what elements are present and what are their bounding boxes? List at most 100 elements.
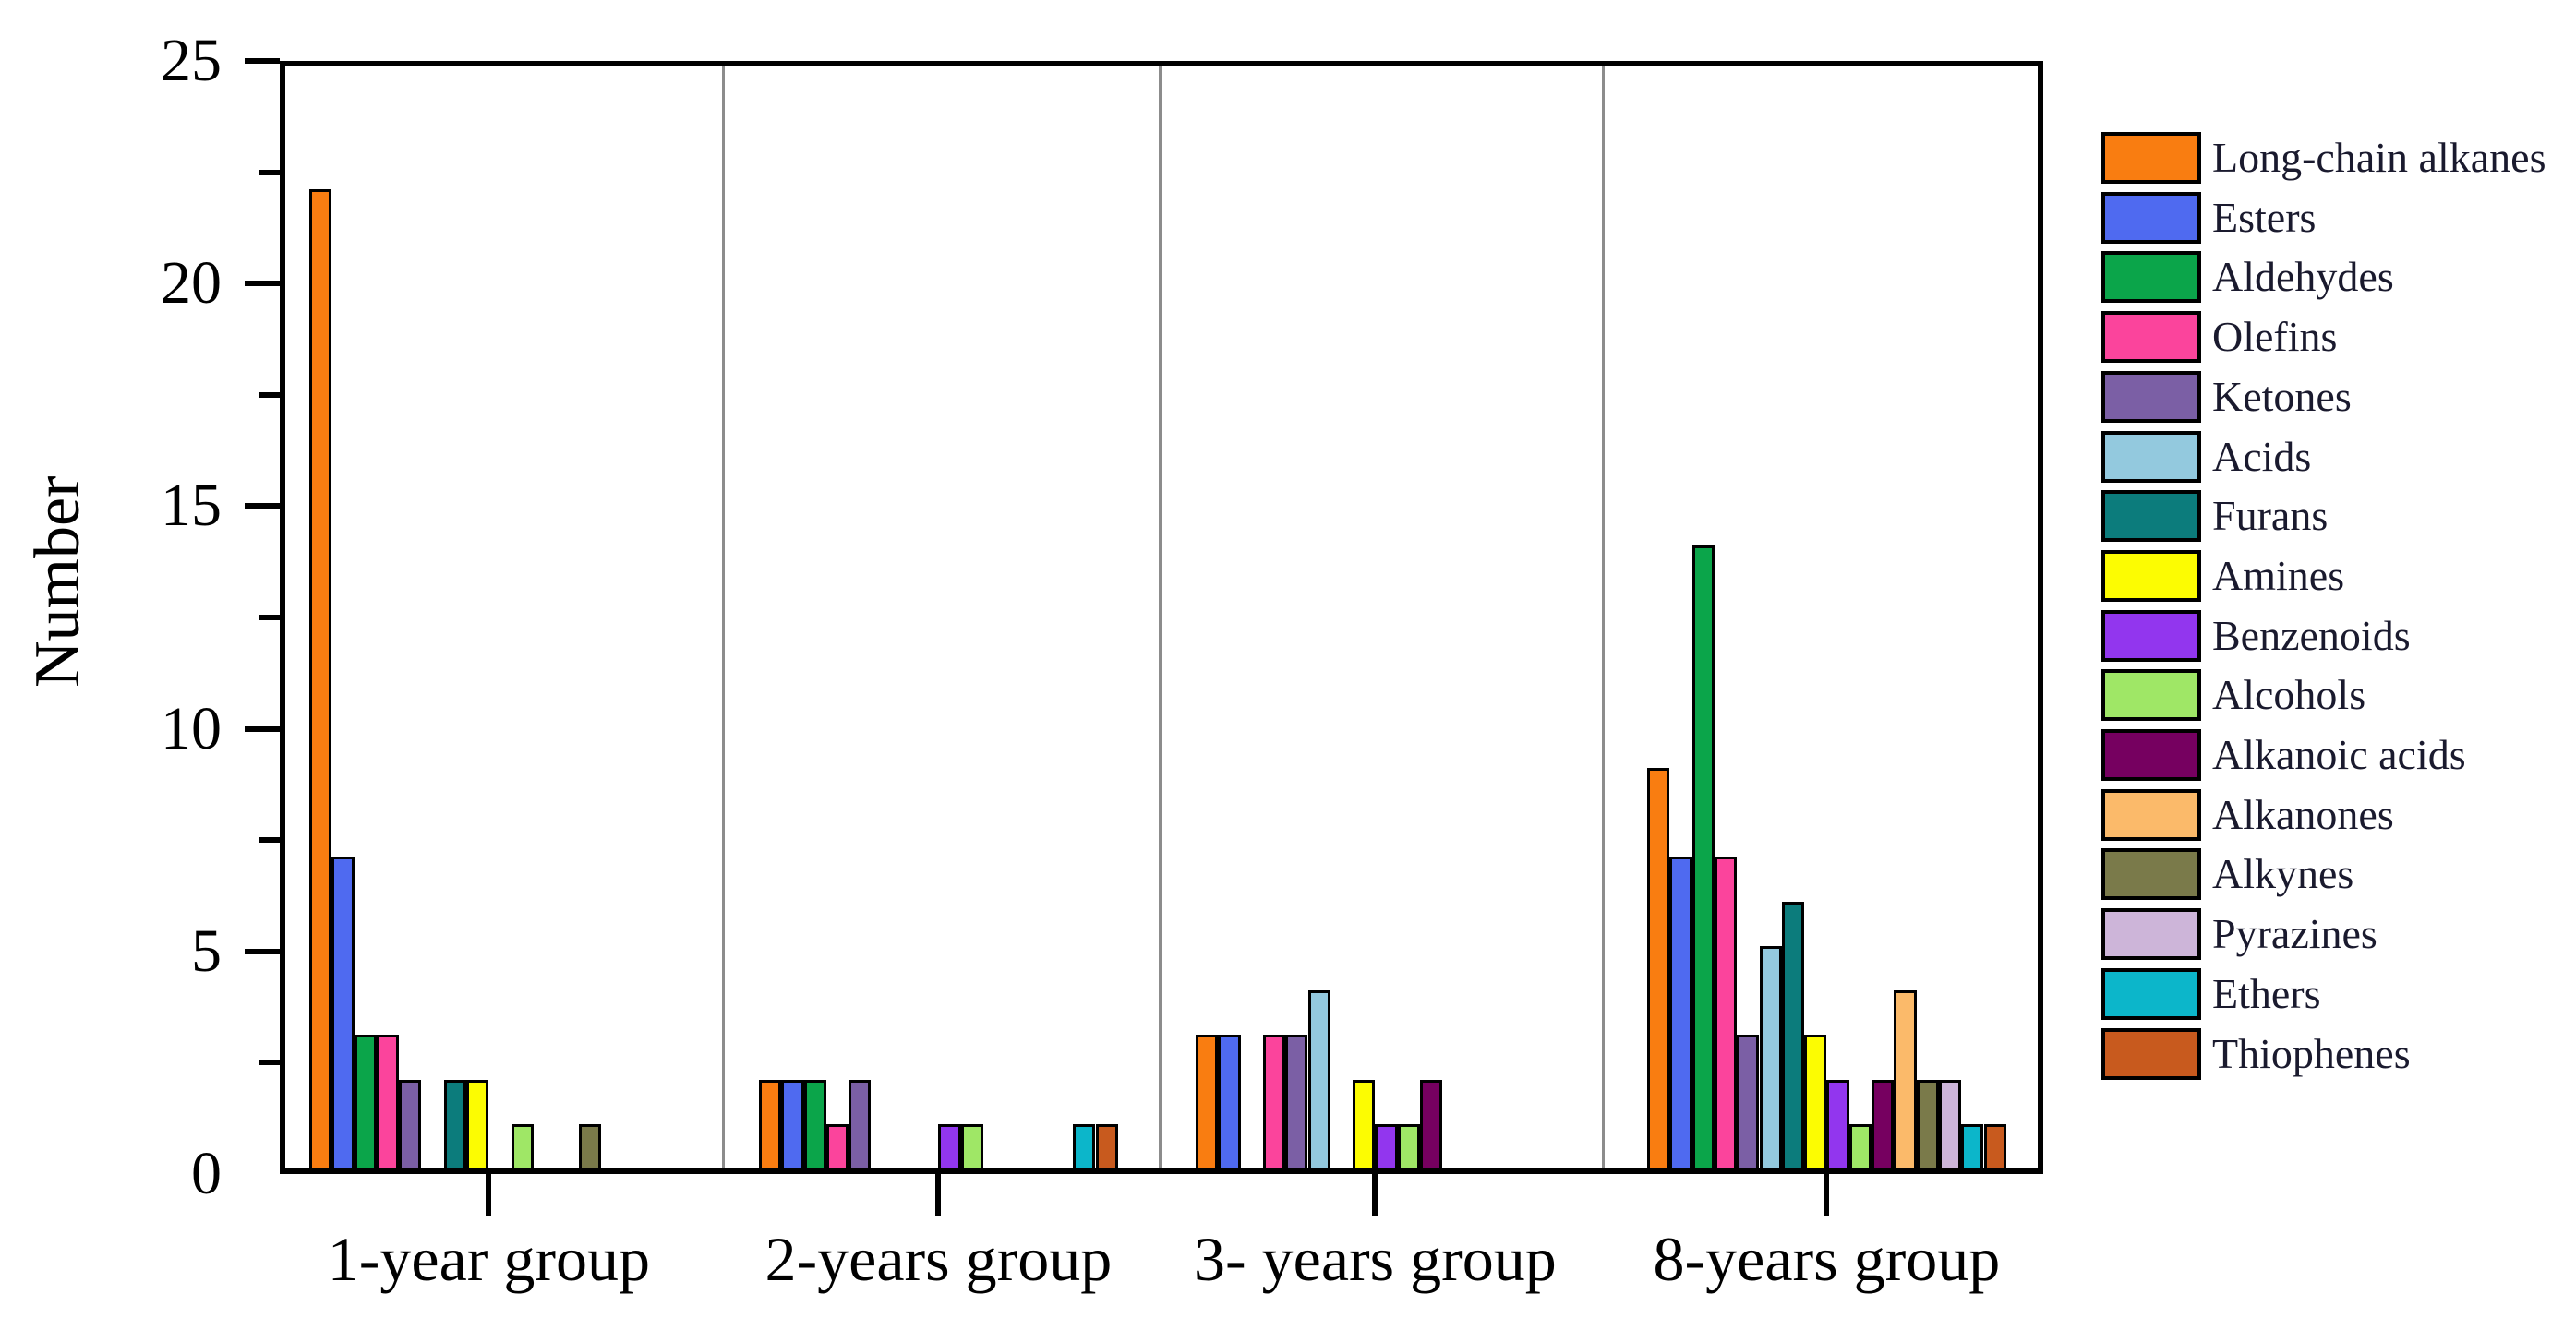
legend-item: Ethers <box>2101 967 2576 1020</box>
legend-label: Thiophenes <box>2212 1029 2411 1077</box>
y-tick-label: 5 <box>191 917 222 985</box>
y-minor-tick <box>259 837 280 844</box>
bar-alkanones-group4 <box>1894 990 1917 1168</box>
bar-ketones-group2 <box>849 1079 872 1168</box>
legend-swatch-long-chain-alkanes <box>2101 132 2201 184</box>
bar-long-chain-alkanes-group1 <box>309 188 332 1168</box>
legend-swatch-acids <box>2101 430 2201 483</box>
bar-alcohols-group4 <box>1848 1123 1872 1168</box>
bar-aldehydes-group4 <box>1691 545 1715 1168</box>
bar-ketones-group4 <box>1737 1035 1760 1168</box>
legend-label: Aldehydes <box>2212 253 2394 301</box>
bar-aldehydes-group2 <box>803 1079 826 1168</box>
y-minor-tick <box>259 391 280 398</box>
x-group-label: 3- years group <box>1194 1224 1557 1294</box>
bar-thiophenes-group2 <box>1095 1123 1118 1168</box>
legend-label: Amines <box>2212 551 2345 599</box>
bar-acids-group4 <box>1759 945 1782 1168</box>
bar-amines-group4 <box>1804 1035 1827 1168</box>
legend-swatch-benzenoids <box>2101 609 2201 662</box>
bar-acids-group3 <box>1307 990 1330 1168</box>
y-axis-title: Number <box>22 475 93 688</box>
legend-item: Acids <box>2101 430 2576 483</box>
legend-swatch-ethers <box>2101 967 2201 1020</box>
y-major-tick <box>245 281 280 287</box>
y-major-tick <box>245 725 280 732</box>
bar-amines-group1 <box>466 1079 489 1168</box>
plot-area <box>280 61 2043 1174</box>
legend-label: Alcohols <box>2212 671 2366 719</box>
bar-olefins-group2 <box>825 1123 849 1168</box>
bar-furans-group1 <box>443 1079 467 1168</box>
legend-label: Olefins <box>2212 313 2338 361</box>
bar-ketones-group1 <box>399 1079 422 1168</box>
y-major-tick <box>245 58 280 64</box>
x-group-label: 8-years group <box>1653 1224 2001 1294</box>
y-major-tick <box>245 948 280 954</box>
x-tick <box>1372 1174 1378 1216</box>
y-minor-tick <box>259 615 280 620</box>
legend-item: Thiophenes <box>2101 1027 2576 1080</box>
legend-swatch-alkanones <box>2101 788 2201 841</box>
bar-ethers-group4 <box>1961 1123 1984 1168</box>
legend-item: Alkynes <box>2101 848 2576 901</box>
legend-item: Amines <box>2101 549 2576 602</box>
legend-swatch-amines <box>2101 549 2201 602</box>
y-tick-label: 10 <box>161 694 222 762</box>
bar-long-chain-alkanes-group3 <box>1196 1035 1219 1168</box>
y-tick-label: 15 <box>161 472 222 540</box>
bar-esters-group3 <box>1218 1035 1241 1168</box>
legend-item: Aldehydes <box>2101 251 2576 304</box>
y-minor-tick <box>259 1060 280 1066</box>
legend-swatch-esters <box>2101 191 2201 244</box>
bar-pyrazines-group4 <box>1938 1079 1962 1168</box>
bar-olefins-group1 <box>376 1035 400 1168</box>
legend-swatch-aldehydes <box>2101 251 2201 304</box>
bar-olefins-group4 <box>1714 857 1738 1168</box>
bar-alcohols-group1 <box>511 1123 534 1168</box>
legend-item: Ketones <box>2101 370 2576 423</box>
legend-item: Pyrazines <box>2101 908 2576 961</box>
bar-alcohols-group2 <box>960 1123 983 1168</box>
legend-label: Esters <box>2212 193 2317 241</box>
legend-label: Furans <box>2212 492 2329 540</box>
legend-swatch-alkanoic-acids <box>2101 729 2201 781</box>
legend-item: Alkanones <box>2101 788 2576 841</box>
bar-alkynes-group1 <box>578 1123 601 1168</box>
legend-item: Alkanoic acids <box>2101 729 2576 781</box>
legend-label: Alkanones <box>2212 790 2394 838</box>
y-major-tick <box>245 503 280 509</box>
bar-alkanoic-acids-group4 <box>1872 1079 1895 1168</box>
y-tick-label: 0 <box>191 1140 222 1207</box>
legend-swatch-alcohols <box>2101 669 2201 722</box>
legend-swatch-alkynes <box>2101 848 2201 901</box>
legend-label: Alkanoic acids <box>2212 731 2466 778</box>
bar-furans-group4 <box>1781 901 1805 1168</box>
legend-label: Pyrazines <box>2212 910 2377 958</box>
legend-item: Furans <box>2101 490 2576 543</box>
legend-swatch-pyrazines <box>2101 908 2201 961</box>
x-tick <box>486 1174 492 1216</box>
legend-label: Ethers <box>2212 969 2321 1017</box>
legend-label: Ketones <box>2212 372 2352 420</box>
legend-swatch-furans <box>2101 490 2201 543</box>
legend-swatch-thiophenes <box>2101 1027 2201 1080</box>
legend-item: Benzenoids <box>2101 609 2576 662</box>
bar-amines-group3 <box>1353 1079 1376 1168</box>
legend-swatch-ketones <box>2101 370 2201 423</box>
panel-separator <box>1602 66 1605 1168</box>
panel-separator <box>1159 66 1162 1168</box>
legend-item: Esters <box>2101 191 2576 244</box>
legend-item: Olefins <box>2101 311 2576 364</box>
bar-esters-group1 <box>331 857 355 1168</box>
y-tick-label: 25 <box>161 27 222 94</box>
legend-item: Alcohols <box>2101 669 2576 722</box>
bar-long-chain-alkanes-group2 <box>759 1079 782 1168</box>
x-group-label: 1-year group <box>327 1224 651 1294</box>
bar-alcohols-group3 <box>1397 1123 1420 1168</box>
bar-long-chain-alkanes-group4 <box>1647 767 1670 1168</box>
y-tick-label: 20 <box>161 249 222 318</box>
bar-benzenoids-group4 <box>1826 1079 1849 1168</box>
legend-item: Long-chain alkanes <box>2101 132 2576 184</box>
